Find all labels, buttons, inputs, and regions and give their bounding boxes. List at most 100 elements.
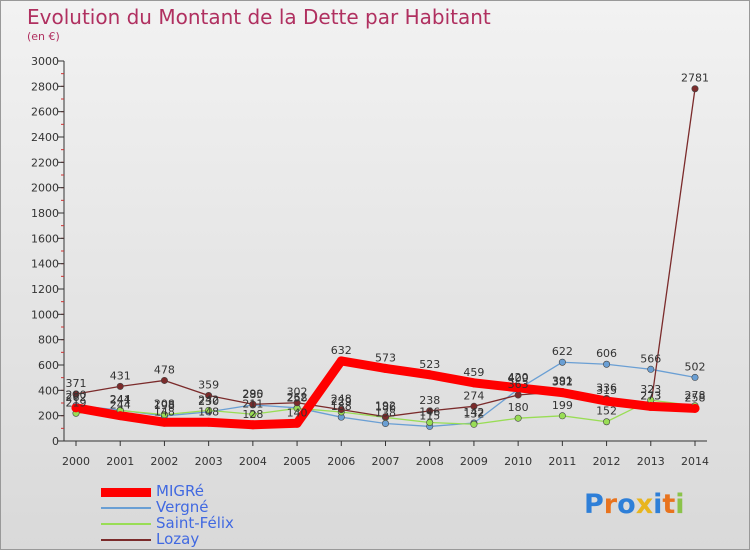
logo-letter: i	[653, 489, 663, 520]
data-point-2	[249, 410, 257, 418]
data-point-0	[336, 356, 346, 366]
data-point-0	[557, 388, 567, 398]
legend-label: Lozay	[156, 530, 200, 548]
data-label: 523	[419, 358, 440, 371]
data-point-3	[691, 85, 699, 93]
data-label: 262	[66, 391, 87, 404]
x-tick-label: 2009	[460, 455, 488, 468]
data-label: 274	[463, 389, 484, 402]
data-point-0	[469, 378, 479, 388]
data-label: 188	[331, 400, 352, 413]
x-tick-label: 2008	[416, 455, 444, 468]
data-label: 278	[685, 389, 706, 402]
data-label: 248	[331, 393, 352, 406]
logo-letter: o	[617, 489, 636, 520]
data-point-0	[602, 396, 612, 406]
data-point-0	[71, 403, 81, 413]
x-tick-label: 2002	[150, 455, 178, 468]
data-label: 142	[463, 406, 484, 419]
data-label: 2781	[681, 72, 709, 85]
y-tick-label: 0	[52, 435, 59, 448]
data-label: 148	[198, 405, 219, 418]
data-point-0	[204, 417, 214, 427]
x-tick-label: 2003	[195, 455, 223, 468]
data-label: 323	[640, 383, 661, 396]
data-point-0	[646, 401, 656, 411]
x-tick-label: 2013	[637, 455, 665, 468]
data-label: 241	[110, 393, 131, 406]
y-tick-label: 3000	[31, 55, 59, 68]
data-point-0	[513, 383, 523, 393]
data-labels: 262 244 148 148 128 140 632 573 523 459 420 382 315 2…	[66, 72, 710, 423]
x-tick-label: 2005	[283, 455, 311, 468]
legend-label: Saint-Félix	[156, 514, 234, 532]
chart-subtitle: (en €)	[27, 30, 60, 43]
x-tick-label: 2007	[372, 455, 400, 468]
data-label: 192	[375, 400, 396, 413]
data-point-2	[558, 412, 566, 420]
x-tick-label: 2010	[504, 455, 532, 468]
axes: 0 200 400 600 800 1000 1200 1400 1600 1800 2000 220…	[31, 55, 709, 468]
x-tick-label: 2012	[593, 455, 621, 468]
data-label: 186	[375, 400, 396, 413]
data-label: 148	[154, 405, 175, 418]
data-label: 199	[552, 399, 573, 412]
data-label: 285	[242, 388, 263, 401]
data-label: 242	[198, 393, 219, 406]
data-label: 382	[552, 376, 573, 389]
data-label: 502	[685, 360, 706, 373]
data-label: 238	[419, 394, 440, 407]
data-point-3	[249, 400, 257, 408]
legend-swatch	[101, 539, 151, 541]
data-point-3	[116, 382, 124, 390]
data-label: 180	[508, 401, 529, 414]
data-label: 280	[66, 389, 87, 402]
x-tick-label: 2014	[681, 455, 709, 468]
data-label: 606	[596, 347, 617, 360]
data-point-0	[159, 417, 169, 427]
data-label: 230	[198, 395, 219, 408]
data-point-2	[514, 414, 522, 422]
data-label: 431	[110, 369, 131, 382]
y-tick-label: 1200	[31, 283, 59, 296]
data-label: 371	[66, 377, 87, 390]
y-tick-label: 600	[38, 359, 59, 372]
data-label: 302	[287, 386, 308, 399]
data-point-0	[292, 418, 302, 428]
data-label: 273	[640, 389, 661, 402]
y-tick-label: 2800	[31, 80, 59, 93]
data-point-1	[381, 420, 389, 428]
y-tick-label: 800	[38, 334, 59, 347]
x-tick-label: 2006	[327, 455, 355, 468]
data-label: 573	[375, 351, 396, 364]
data-label: 315	[596, 384, 617, 397]
data-point-1	[558, 358, 566, 366]
legend-label: Vergné	[156, 498, 209, 516]
data-label: 391	[552, 374, 573, 387]
data-label: 128	[242, 408, 263, 421]
series-points	[71, 85, 700, 430]
data-point-3	[160, 376, 168, 384]
data-label: 262	[287, 391, 308, 404]
data-point-3	[426, 407, 434, 415]
data-point-2	[205, 406, 213, 414]
y-tick-label: 1600	[31, 232, 59, 245]
y-tick-label: 2200	[31, 156, 59, 169]
data-label: 290	[242, 387, 263, 400]
data-point-3	[72, 390, 80, 398]
data-point-3	[293, 399, 301, 407]
logo-letter: P	[584, 489, 604, 520]
data-label: 359	[198, 379, 219, 392]
data-label: 132	[463, 407, 484, 420]
data-label: 152	[596, 405, 617, 418]
proxiti-logo: Proxiti	[584, 489, 685, 520]
data-label: 336	[596, 381, 617, 394]
data-label: 146	[419, 406, 440, 419]
logo-letter: i	[675, 489, 685, 520]
y-tick-label: 2600	[31, 106, 59, 119]
data-label: 566	[640, 352, 661, 365]
logo-letter: r	[603, 489, 618, 520]
data-label: 622	[552, 345, 573, 358]
